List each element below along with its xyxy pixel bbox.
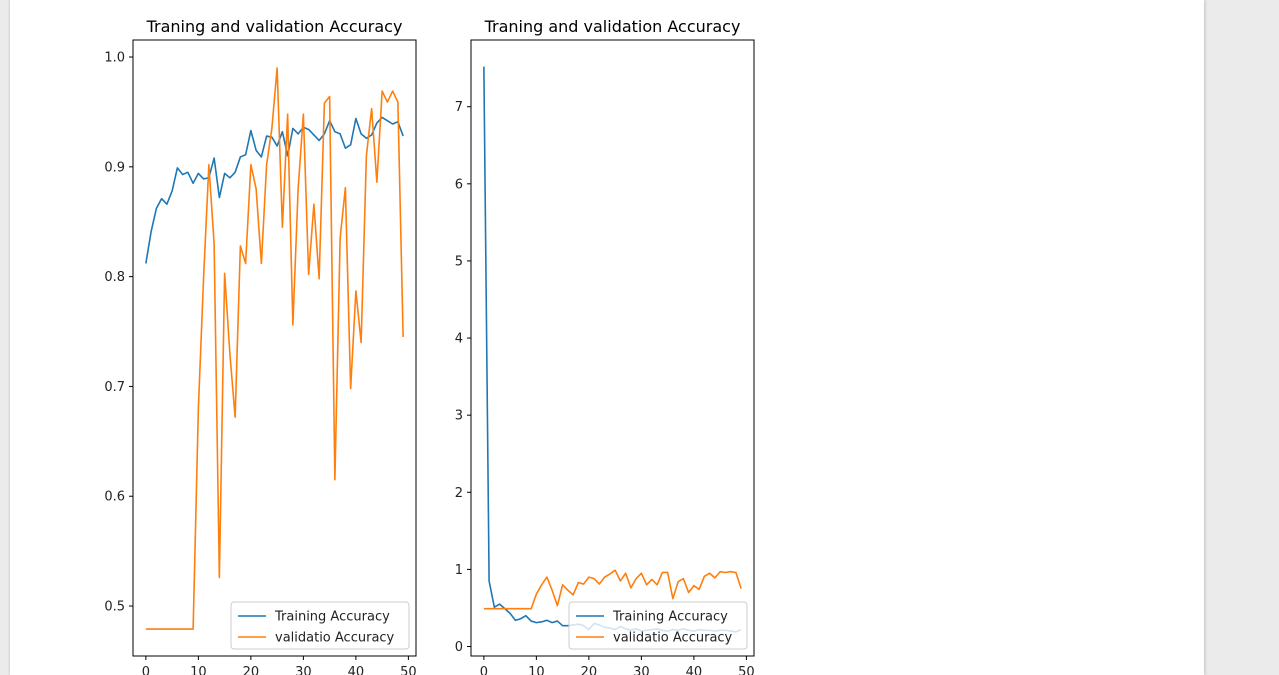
x-tick-label: 20 xyxy=(581,665,598,675)
y-tick-label: 4 xyxy=(455,332,463,347)
series-line-training xyxy=(483,66,742,633)
x-tick-label: 0 xyxy=(480,665,488,675)
y-tick-label: 0 xyxy=(455,640,463,655)
series-group xyxy=(483,66,742,633)
x-tick-label: 50 xyxy=(738,665,755,675)
legend: Training Accuracy validatio Accuracy xyxy=(568,601,748,650)
y-tick-label: 0.5 xyxy=(104,600,125,615)
axes-frame xyxy=(470,39,755,657)
x-tick-label: 10 xyxy=(190,665,207,675)
y-tick-label: 2 xyxy=(455,486,463,501)
x-tick-label: 0 xyxy=(142,665,150,675)
legend-label: validatio Accuracy xyxy=(613,631,733,646)
chart-title: Traning and validation Accuracy xyxy=(146,17,403,36)
legend: Training Accuracy validatio Accuracy xyxy=(230,601,410,650)
y-tick-label: 0.9 xyxy=(104,160,125,175)
x-tick-label: 20 xyxy=(243,665,260,675)
chart-title: Traning and validation Accuracy xyxy=(484,17,741,36)
series-line-validation xyxy=(145,67,404,630)
legend-label: Training Accuracy xyxy=(274,610,390,625)
x-tick-label: 50 xyxy=(400,665,417,675)
y-tick-label: 1 xyxy=(455,563,463,578)
x-tick-label: 10 xyxy=(528,665,545,675)
legend-label: validatio Accuracy xyxy=(275,631,395,646)
y-tick-label: 0.6 xyxy=(104,490,125,505)
y-tick-label: 0.8 xyxy=(104,270,125,285)
series-group xyxy=(145,67,404,630)
plot-page xyxy=(10,0,1204,675)
x-tick-label: 30 xyxy=(633,665,650,675)
y-tick-label: 7 xyxy=(455,100,463,115)
chart-1: Traning and validation Accuracy 0.5 0.6 0.7… xyxy=(104,17,416,675)
chart-2: Traning and validation Accuracy 0 1 2 3 4 5 6 7 0… xyxy=(455,17,755,675)
series-line-training xyxy=(145,116,404,264)
y-tick-label: 6 xyxy=(455,177,463,192)
y-tick-label: 3 xyxy=(455,409,463,424)
legend-box xyxy=(230,601,410,650)
x-tick-label: 30 xyxy=(295,665,312,675)
legend-label: Training Accuracy xyxy=(612,610,728,625)
x-tick-label: 40 xyxy=(686,665,703,675)
y-tick-label: 5 xyxy=(455,254,463,269)
y-tick-label: 0.7 xyxy=(104,380,125,395)
axes-frame xyxy=(132,39,417,657)
x-tick-label: 40 xyxy=(348,665,365,675)
series-line-validation xyxy=(483,569,742,610)
y-tick-label: 1.0 xyxy=(104,51,125,66)
legend-box xyxy=(568,601,748,650)
